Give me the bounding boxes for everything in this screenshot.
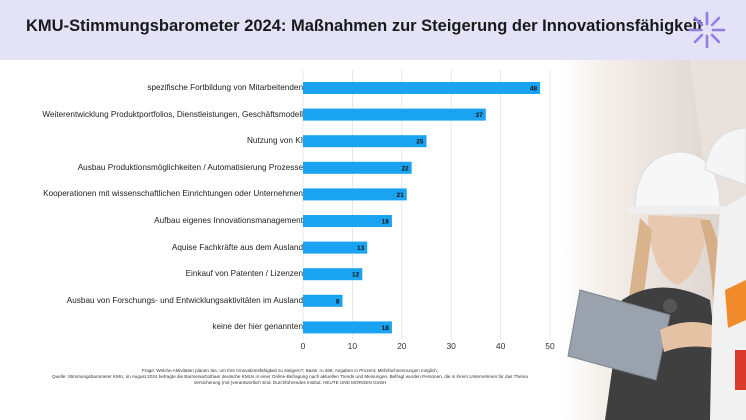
category-label: keine der hier genannten — [212, 322, 303, 332]
data-label: 22 — [401, 165, 409, 172]
data-label: 37 — [476, 112, 484, 119]
data-label: 48 — [530, 86, 538, 93]
bar — [303, 82, 541, 94]
bar — [303, 241, 368, 254]
category-label: Kooperationen mit wissenschaftlichen Ein… — [43, 189, 303, 199]
bar-chart: 48 37 25 22 21 18 13 12 8 18 0 10 20 30 40 50 — [301, 70, 555, 351]
x-tick-label: 0 — [301, 341, 306, 351]
data-label: 13 — [357, 245, 365, 252]
bar — [303, 188, 407, 201]
footnote-question: Frage: Welche Aktivitäten planen Sie, um… — [141, 368, 439, 373]
category-label: spezifische Fortbildung von Mitarbeitend… — [147, 83, 303, 92]
bar — [303, 321, 392, 334]
category-label: Nutzung von KI — [247, 136, 303, 146]
data-label: 25 — [416, 139, 424, 146]
bar — [303, 215, 392, 227]
data-label: 18 — [382, 219, 390, 226]
bar — [303, 108, 486, 121]
category-label: Aquise Fachkräfte aus dem Ausland — [171, 242, 303, 252]
page-title: KMU-Stimmungsbarometer 2024: Maßnahmen z… — [26, 17, 703, 35]
data-label: 21 — [397, 192, 405, 199]
bar — [303, 294, 343, 307]
x-tick-label: 10 — [348, 341, 358, 351]
category-label: Ausbau Produktionsmöglichkeiten / Automa… — [77, 162, 303, 172]
bar — [303, 135, 427, 148]
category-label: Aufbau eigenes Innovationsmanagement — [154, 216, 303, 225]
data-label: 8 — [336, 298, 340, 305]
category-label: Einkauf von Patenten / Lizenzen — [185, 269, 303, 279]
data-label: 12 — [352, 272, 360, 279]
x-tick-label: 50 — [545, 341, 555, 351]
data-label: 18 — [382, 325, 390, 332]
category-label: Weiterentwicklung Produktportfolios, Die… — [42, 109, 303, 119]
x-tick-label: 30 — [446, 341, 456, 351]
footnote-source: Quelle: Stimmungsbarometer KMU, im Augus… — [52, 374, 528, 386]
bar — [303, 268, 363, 281]
category-label: Ausbau von Forschungs- und Entwicklungsa… — [66, 295, 303, 305]
header-band: KMU-Stimmungsbarometer 2024: Maßnahmen z… — [0, 0, 746, 60]
x-tick-label: 20 — [397, 341, 407, 351]
construction-workers-photo — [560, 60, 746, 420]
bar — [303, 161, 412, 174]
footnote: Frage: Welche Aktivitäten planen Sie, um… — [40, 368, 540, 387]
x-tick-label: 40 — [496, 341, 506, 351]
asterisk-burst-icon — [688, 11, 726, 49]
